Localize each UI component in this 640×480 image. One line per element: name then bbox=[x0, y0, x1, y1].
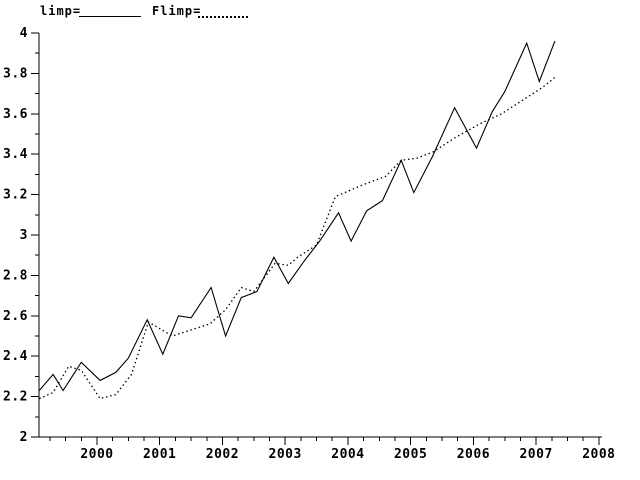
legend-flimp-label: Flimp= bbox=[152, 4, 202, 18]
x-tick-label: 2003 bbox=[269, 447, 302, 462]
series-flimp-line bbox=[39, 76, 556, 400]
y-tick-label: 2.4 bbox=[3, 349, 28, 364]
y-tick-label: 3.6 bbox=[3, 107, 28, 122]
y-tick-label: 3.2 bbox=[3, 188, 28, 203]
x-tick-label: 2007 bbox=[519, 447, 552, 462]
y-tick-label: 2.2 bbox=[3, 390, 28, 405]
y-tick-label: 2.6 bbox=[3, 309, 28, 324]
y-tick-label: 3 bbox=[20, 228, 28, 243]
flimp-dotted-line-swatch bbox=[198, 16, 248, 18]
x-tick-label: 2000 bbox=[80, 447, 113, 462]
y-tick-label: 2 bbox=[20, 430, 28, 445]
x-tick-label: 2001 bbox=[143, 447, 176, 462]
y-tick-label: 4 bbox=[20, 26, 28, 41]
x-tick-label: 2006 bbox=[457, 447, 490, 462]
x-tick-label: 2008 bbox=[582, 447, 615, 462]
y-tick-label: 3.8 bbox=[3, 66, 28, 81]
y-tick-label: 2.8 bbox=[3, 268, 28, 283]
series-limp-line bbox=[38, 40, 556, 392]
x-tick-label: 2005 bbox=[394, 447, 427, 462]
y-tick-label: 3.4 bbox=[3, 147, 28, 162]
limp-solid-line-swatch bbox=[79, 16, 141, 17]
x-tick-label: 2002 bbox=[206, 447, 239, 462]
x-tick-label: 2004 bbox=[331, 447, 364, 462]
legend-limp-label: limp= bbox=[40, 4, 82, 18]
